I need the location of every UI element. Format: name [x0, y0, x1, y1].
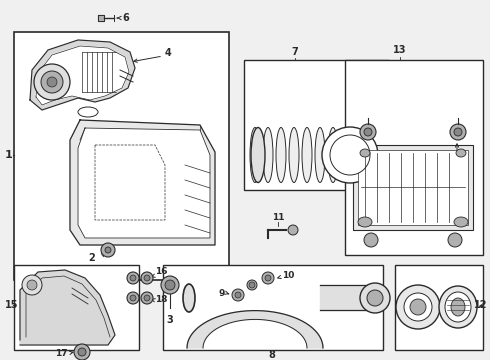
- Bar: [14, 265, 139, 350]
- Circle shape: [105, 247, 111, 253]
- Ellipse shape: [302, 127, 312, 183]
- Circle shape: [34, 64, 70, 100]
- Polygon shape: [187, 311, 323, 348]
- Text: 12: 12: [473, 300, 487, 310]
- Text: 6: 6: [122, 13, 129, 23]
- Text: 15: 15: [5, 300, 19, 310]
- Polygon shape: [98, 15, 104, 21]
- Circle shape: [127, 292, 139, 304]
- Circle shape: [360, 124, 376, 140]
- Ellipse shape: [456, 149, 466, 157]
- Circle shape: [78, 348, 86, 356]
- Bar: [14, 32, 229, 280]
- Bar: [358, 150, 468, 225]
- Circle shape: [235, 292, 241, 298]
- Polygon shape: [70, 120, 215, 245]
- Text: 18: 18: [155, 296, 168, 305]
- Circle shape: [364, 128, 372, 136]
- Circle shape: [454, 128, 462, 136]
- Circle shape: [232, 289, 244, 301]
- Circle shape: [364, 233, 378, 247]
- Polygon shape: [320, 285, 375, 310]
- Bar: [163, 265, 383, 350]
- Ellipse shape: [183, 284, 195, 312]
- Circle shape: [265, 275, 271, 281]
- Circle shape: [249, 282, 255, 288]
- Polygon shape: [78, 128, 210, 238]
- Circle shape: [74, 344, 90, 360]
- Bar: [353, 145, 473, 230]
- Text: 16: 16: [155, 267, 168, 276]
- Text: 11: 11: [272, 213, 284, 222]
- Ellipse shape: [250, 127, 260, 183]
- Circle shape: [144, 275, 150, 281]
- Text: 13: 13: [393, 45, 407, 55]
- Text: 2: 2: [88, 253, 95, 263]
- Text: 5: 5: [82, 178, 89, 188]
- Ellipse shape: [328, 127, 338, 183]
- Ellipse shape: [454, 217, 468, 227]
- Circle shape: [322, 127, 378, 183]
- Ellipse shape: [439, 286, 477, 328]
- Ellipse shape: [263, 127, 273, 183]
- Circle shape: [41, 71, 63, 93]
- Circle shape: [404, 293, 432, 321]
- Bar: [345, 60, 483, 255]
- Bar: [395, 265, 483, 350]
- Text: 7: 7: [292, 47, 298, 57]
- Circle shape: [448, 233, 462, 247]
- Circle shape: [130, 295, 136, 301]
- Ellipse shape: [451, 298, 465, 316]
- Ellipse shape: [289, 127, 299, 183]
- Polygon shape: [30, 40, 135, 110]
- Circle shape: [288, 225, 298, 235]
- Ellipse shape: [445, 292, 471, 322]
- Circle shape: [127, 272, 139, 284]
- Circle shape: [410, 299, 426, 315]
- Circle shape: [130, 275, 136, 281]
- Ellipse shape: [315, 127, 325, 183]
- Text: 3: 3: [167, 315, 173, 325]
- Circle shape: [450, 124, 466, 140]
- Text: 14: 14: [449, 158, 461, 167]
- Circle shape: [101, 243, 115, 257]
- Polygon shape: [36, 46, 129, 105]
- Circle shape: [330, 135, 370, 175]
- Circle shape: [165, 280, 175, 290]
- Text: 9: 9: [219, 288, 225, 297]
- Circle shape: [141, 272, 153, 284]
- Circle shape: [367, 290, 383, 306]
- Circle shape: [396, 285, 440, 329]
- Circle shape: [161, 276, 179, 294]
- Text: 10: 10: [282, 270, 294, 279]
- Circle shape: [247, 280, 257, 290]
- Polygon shape: [20, 270, 115, 345]
- Text: 17: 17: [55, 350, 68, 359]
- Circle shape: [144, 295, 150, 301]
- Circle shape: [22, 275, 42, 295]
- Circle shape: [360, 283, 390, 313]
- Circle shape: [27, 280, 37, 290]
- Ellipse shape: [78, 107, 98, 117]
- Ellipse shape: [276, 127, 286, 183]
- Ellipse shape: [360, 149, 370, 157]
- Circle shape: [141, 292, 153, 304]
- Circle shape: [262, 272, 274, 284]
- Ellipse shape: [358, 217, 372, 227]
- Text: 14: 14: [352, 158, 364, 167]
- Ellipse shape: [251, 127, 265, 183]
- Bar: [244, 60, 389, 190]
- Circle shape: [47, 77, 57, 87]
- Text: 4: 4: [165, 48, 172, 58]
- Text: 8: 8: [269, 350, 275, 360]
- Text: 1: 1: [5, 150, 13, 160]
